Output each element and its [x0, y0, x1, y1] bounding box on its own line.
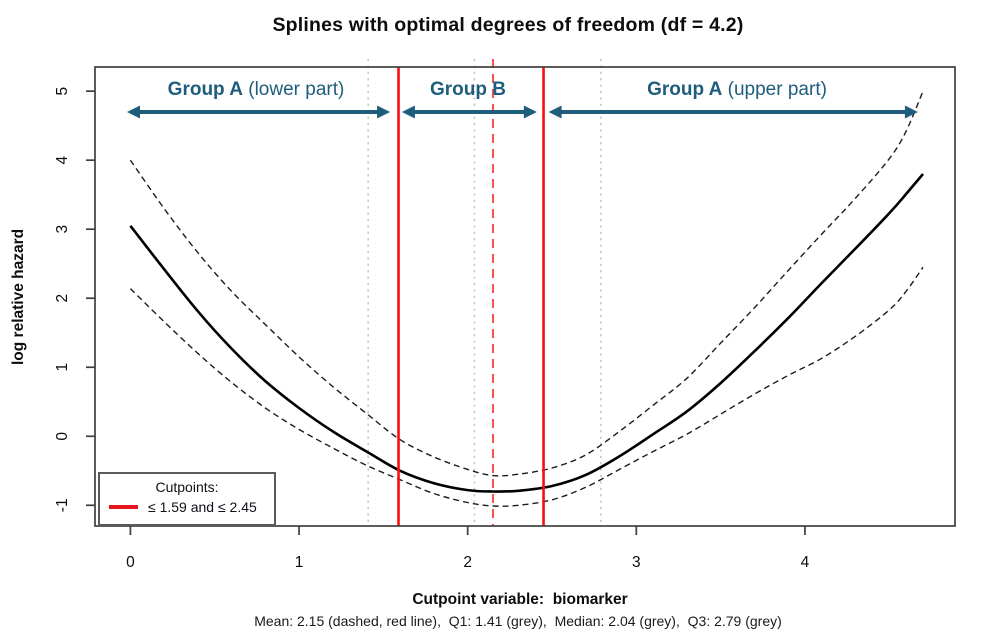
x-tick-label: 1 [295, 554, 304, 571]
group-b-arrowhead-left-icon [401, 105, 415, 119]
group-a-lower-label-rest: (lower part) [242, 79, 345, 100]
x-tick-label: 3 [632, 554, 641, 571]
group-a-upper-label-rest: (upper part) [722, 79, 827, 100]
group-a-lower-arrowhead-right-icon [377, 105, 391, 119]
x-axis-note: Mean: 2.15 (dashed, red line), Q1: 1.41 … [254, 613, 782, 629]
group-b-label: Group B [405, 79, 531, 101]
group-a-lower-label-bold: Group A [167, 79, 243, 100]
y-tick-label: 3 [54, 225, 71, 234]
group-a-upper-arrowhead-right-icon [904, 105, 918, 119]
x-tick-label: 2 [463, 554, 472, 571]
plot-border [94, 66, 956, 527]
x-tick-label: 4 [801, 554, 810, 571]
cutpoint-line-swatch [109, 505, 138, 509]
y-tick-label: 0 [54, 432, 71, 441]
group-b-label-bold: Group B [430, 79, 506, 100]
group-a-upper-label: Group A (upper part) [607, 79, 867, 101]
legend-entry-row: ≤ 1.59 and ≤ 2.45 [100, 499, 274, 515]
y-tick-label: 2 [54, 294, 71, 303]
group-b-arrowhead-right-icon [523, 105, 537, 119]
legend-box: Cutpoints: ≤ 1.59 and ≤ 2.45 [98, 472, 276, 526]
y-tick-label: 5 [54, 87, 71, 96]
chart-title: Splines with optimal degrees of freedom … [272, 14, 744, 36]
x-tick-label: 0 [126, 554, 135, 571]
group-a-lower-label: Group A (lower part) [126, 79, 386, 101]
ci-lower-curve [129, 266, 924, 507]
group-a-upper-arrowhead-left-icon [548, 105, 562, 119]
group-a-upper-label-bold: Group A [647, 79, 723, 100]
spline-estimate-curve [129, 173, 924, 493]
ci-upper-curve [129, 90, 924, 477]
legend-entry-text: ≤ 1.59 and ≤ 2.45 [148, 499, 257, 515]
y-tick-label: -1 [54, 498, 71, 512]
y-tick-label: 1 [54, 363, 71, 372]
group-a-lower-arrowhead-left-icon [127, 105, 141, 119]
x-axis-label: Cutpoint variable: biomarker [412, 591, 628, 608]
legend-title: Cutpoints: [155, 479, 219, 495]
y-tick-label: 4 [54, 155, 71, 164]
